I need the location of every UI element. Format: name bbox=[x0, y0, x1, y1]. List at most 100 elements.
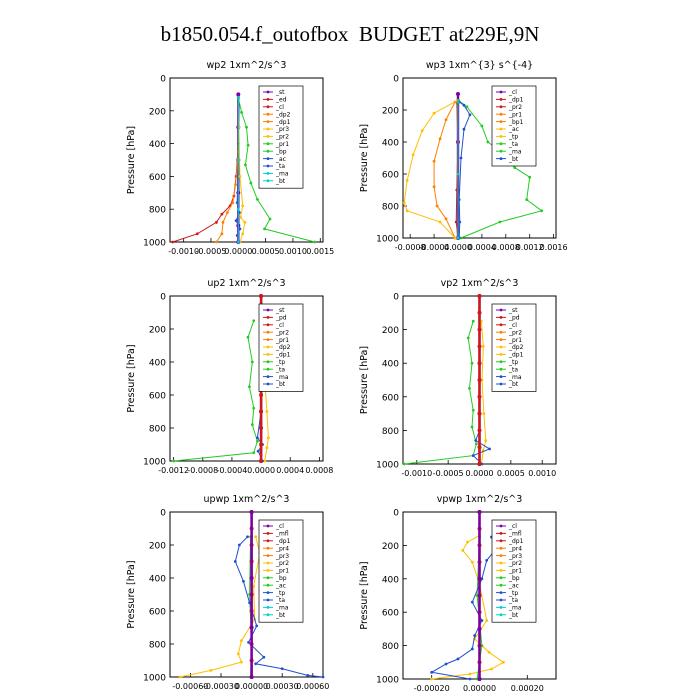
series-point bbox=[250, 423, 254, 427]
series-point bbox=[265, 410, 269, 413]
legend: _cl_mfl_dp1_pr4_pr3_pr2_pr1_bp_ac_tp_ta_… bbox=[491, 519, 537, 623]
panel-4: vp2 1xm^2/s^3 Pressure [hPa] 0 200 400 600 800… bbox=[359, 278, 557, 478]
legend-marker bbox=[266, 382, 270, 386]
legend-label: _bt bbox=[275, 612, 286, 619]
series-point bbox=[215, 240, 218, 244]
x-tick-label: 0.00030 bbox=[266, 682, 299, 691]
legend-marker bbox=[499, 382, 503, 386]
panel-title: vpwp 1xm^2/s^3 bbox=[437, 494, 523, 505]
series-point bbox=[471, 319, 475, 323]
series-point bbox=[171, 240, 175, 244]
series-point bbox=[244, 163, 247, 167]
legend-label: _tp bbox=[508, 134, 518, 141]
series-point bbox=[455, 188, 459, 192]
series-point bbox=[249, 181, 253, 185]
series-point bbox=[234, 219, 238, 223]
series-point bbox=[321, 675, 325, 679]
series-point bbox=[249, 675, 254, 679]
legend-marker bbox=[499, 591, 503, 594]
legend-marker bbox=[499, 338, 503, 341]
legend-marker bbox=[499, 360, 503, 364]
series-point bbox=[485, 619, 489, 622]
panel-title: wp2 1xm^2/s^3 bbox=[207, 60, 287, 71]
series-point bbox=[480, 124, 484, 128]
series-point bbox=[280, 667, 284, 671]
series-point bbox=[498, 220, 502, 224]
legend-marker bbox=[499, 120, 503, 123]
y-tick-label: 1000 bbox=[143, 674, 166, 684]
series-point bbox=[482, 412, 486, 415]
series-point bbox=[470, 560, 474, 564]
legend-label: _pr1 bbox=[508, 337, 522, 344]
x-tick-label: 0.0010 bbox=[528, 469, 556, 478]
y-tick-label: 1000 bbox=[376, 461, 399, 471]
legend-label: _ac bbox=[275, 156, 286, 163]
x-tick-label: 0.0010 bbox=[279, 247, 307, 256]
x-tick-label: 0.0005 bbox=[497, 469, 525, 478]
series-point bbox=[220, 232, 224, 236]
legend-marker bbox=[499, 532, 503, 535]
legend-label: _tp bbox=[275, 359, 285, 366]
x-tick-label: -0.0005 bbox=[196, 247, 227, 256]
legend-marker bbox=[266, 135, 270, 138]
y-tick-label: 1000 bbox=[376, 235, 399, 245]
y-tick-label: 600 bbox=[382, 393, 399, 403]
legend-marker bbox=[499, 539, 503, 543]
y-tick-label: 1000 bbox=[143, 239, 166, 249]
legend-label: _pd bbox=[508, 315, 520, 322]
series-point bbox=[259, 393, 264, 397]
series-point bbox=[178, 675, 182, 679]
legend-marker bbox=[499, 569, 503, 572]
series-point bbox=[470, 600, 474, 604]
series-point bbox=[236, 207, 240, 211]
series-point bbox=[249, 576, 254, 580]
y-axis-label: Pressure [hPa] bbox=[359, 561, 370, 629]
legend-label: _bt bbox=[275, 381, 286, 388]
y-tick-label: 0 bbox=[160, 509, 166, 519]
series-line bbox=[480, 321, 487, 465]
series-point bbox=[231, 201, 235, 205]
legend-label: _dp2 bbox=[275, 344, 291, 351]
legend: _cl_dp1_pr2_pr1_bp1_ac_tp_ta_ma_bt bbox=[491, 85, 537, 167]
legend-label: _ma bbox=[508, 605, 522, 612]
y-tick-label: 600 bbox=[382, 609, 399, 619]
legend-label: _cl bbox=[508, 89, 517, 96]
legend-marker bbox=[499, 561, 503, 565]
legend-marker bbox=[499, 353, 503, 356]
legend-marker bbox=[499, 367, 503, 371]
y-tick-label: 200 bbox=[382, 107, 399, 117]
series-point bbox=[236, 240, 240, 244]
series-point bbox=[256, 439, 259, 443]
series-point bbox=[237, 543, 241, 547]
y-tick-label: 600 bbox=[149, 392, 166, 402]
legend-marker bbox=[499, 112, 503, 116]
legend-marker bbox=[499, 524, 503, 528]
legend-label: _dp1 bbox=[508, 97, 524, 104]
x-tick-label: 0.0016 bbox=[540, 243, 568, 252]
series-point bbox=[462, 127, 466, 131]
x-tick-label: -0.0004 bbox=[216, 466, 247, 475]
series-point bbox=[430, 677, 434, 681]
series-point bbox=[249, 510, 254, 514]
series-point bbox=[488, 447, 491, 451]
legend-marker bbox=[266, 157, 270, 161]
series-point bbox=[265, 446, 269, 450]
series-point bbox=[248, 385, 251, 389]
series-point bbox=[470, 361, 474, 365]
legend-label: _pr3 bbox=[275, 126, 289, 133]
legend-box bbox=[491, 519, 537, 623]
series-point bbox=[254, 662, 258, 666]
y-tick-label: 200 bbox=[149, 107, 166, 117]
legend-label: _bt bbox=[275, 178, 286, 185]
series-point bbox=[468, 387, 471, 390]
series-point bbox=[468, 677, 472, 681]
legend-marker bbox=[266, 90, 270, 94]
series-point bbox=[259, 459, 264, 463]
legend-marker bbox=[266, 338, 270, 341]
legend-marker bbox=[266, 554, 270, 557]
series-point bbox=[458, 220, 462, 224]
series-point bbox=[477, 294, 482, 298]
series-point bbox=[236, 652, 240, 656]
legend: _cl_mfl_dp1_pr4_pr3_pr2_pr1_bp_ac_tp_ta_… bbox=[258, 519, 304, 623]
series-line bbox=[404, 321, 477, 465]
